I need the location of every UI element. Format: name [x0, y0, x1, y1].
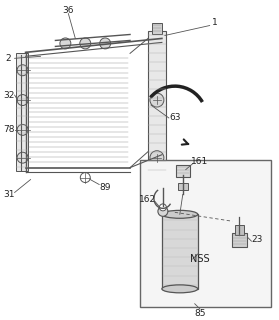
Text: 89: 89: [99, 183, 111, 192]
Circle shape: [17, 124, 28, 135]
Text: 85: 85: [194, 309, 205, 318]
Circle shape: [80, 38, 91, 49]
Bar: [152, 22, 162, 35]
Circle shape: [17, 95, 28, 106]
Bar: [162, 214, 198, 289]
Text: 161: 161: [191, 157, 208, 166]
Bar: [235, 225, 244, 235]
Bar: [140, 160, 271, 307]
Text: NSS: NSS: [190, 254, 210, 264]
Text: 1: 1: [212, 18, 218, 27]
Circle shape: [150, 93, 164, 107]
Text: 36: 36: [62, 6, 74, 15]
Text: 2: 2: [6, 54, 11, 63]
Circle shape: [60, 38, 71, 49]
Circle shape: [158, 206, 168, 216]
Bar: [178, 182, 188, 190]
Ellipse shape: [162, 285, 198, 293]
Ellipse shape: [162, 210, 198, 218]
Bar: [16, 53, 28, 171]
Text: 78: 78: [3, 125, 15, 134]
Bar: [232, 233, 247, 247]
Bar: [148, 30, 166, 178]
Circle shape: [17, 152, 28, 163]
Text: 31: 31: [3, 190, 15, 199]
Text: 32: 32: [3, 91, 14, 100]
Text: 162: 162: [140, 195, 157, 204]
Circle shape: [17, 65, 28, 76]
Circle shape: [150, 151, 164, 165]
Circle shape: [159, 204, 166, 211]
Bar: [176, 165, 190, 177]
Text: 63: 63: [169, 114, 181, 123]
Circle shape: [100, 38, 111, 49]
Text: 23: 23: [252, 235, 263, 244]
Circle shape: [80, 172, 90, 182]
